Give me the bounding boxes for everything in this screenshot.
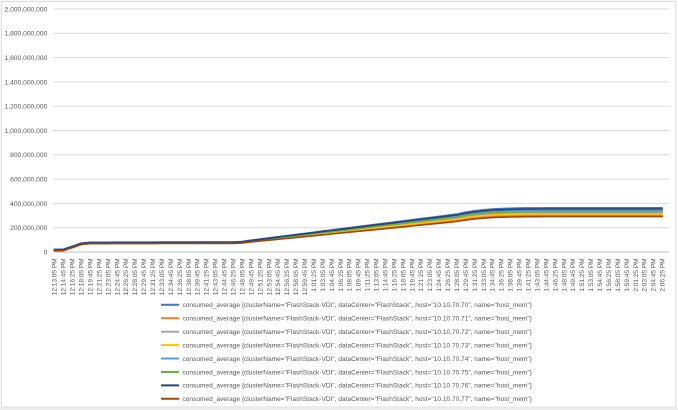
svg-text:consumed_average {clusterName=: consumed_average {clusterName="FlashStac… — [183, 316, 533, 323]
svg-text:800,000,000: 800,000,000 — [10, 152, 47, 159]
svg-text:12:34:45 PM: 12:34:45 PM — [168, 258, 175, 295]
svg-text:0: 0 — [44, 249, 48, 256]
svg-text:12:24:45 PM: 12:24:45 PM — [114, 258, 121, 295]
svg-text:2:04:45 PM: 2:04:45 PM — [651, 258, 658, 291]
svg-text:1,600,000,000: 1,600,000,000 — [5, 55, 48, 62]
svg-text:1:36:25 PM: 1:36:25 PM — [499, 258, 506, 291]
svg-text:12:16:25 PM: 12:16:25 PM — [70, 258, 77, 295]
svg-text:400,000,000: 400,000,000 — [10, 201, 47, 208]
svg-text:12:54:45 PM: 12:54:45 PM — [275, 258, 282, 295]
svg-text:1:49:45 PM: 1:49:45 PM — [570, 258, 577, 291]
svg-text:consumed_average {clusterName=: consumed_average {clusterName="FlashStac… — [183, 383, 533, 390]
svg-text:1:56:25 PM: 1:56:25 PM — [606, 258, 613, 291]
svg-text:12:38:05 PM: 12:38:05 PM — [186, 258, 193, 295]
svg-text:1:06:25 PM: 1:06:25 PM — [338, 258, 345, 291]
svg-text:12:49:45 PM: 12:49:45 PM — [248, 258, 255, 295]
svg-text:12:53:05 PM: 12:53:05 PM — [266, 258, 273, 295]
svg-text:12:48:05 PM: 12:48:05 PM — [239, 258, 246, 295]
svg-text:12:19:45 PM: 12:19:45 PM — [88, 258, 95, 295]
svg-text:12:56:25 PM: 12:56:25 PM — [284, 258, 291, 295]
svg-text:1:38:05 PM: 1:38:05 PM — [508, 258, 515, 291]
svg-text:1:03:05 PM: 1:03:05 PM — [320, 258, 327, 291]
svg-text:600,000,000: 600,000,000 — [10, 177, 47, 184]
svg-text:1,000,000,000: 1,000,000,000 — [5, 128, 48, 135]
svg-text:1:54:45 PM: 1:54:45 PM — [597, 258, 604, 291]
svg-text:12:13:05 PM: 12:13:05 PM — [52, 258, 59, 295]
svg-text:1:11:25 PM: 1:11:25 PM — [365, 258, 372, 291]
svg-text:12:28:05 PM: 12:28:05 PM — [132, 258, 139, 295]
svg-text:1:31:25 PM: 1:31:25 PM — [472, 258, 479, 291]
svg-text:1:18:05 PM: 1:18:05 PM — [400, 258, 407, 291]
svg-text:1:28:05 PM: 1:28:05 PM — [454, 258, 461, 291]
svg-text:1:19:45 PM: 1:19:45 PM — [409, 258, 416, 291]
svg-text:1:51:25 PM: 1:51:25 PM — [579, 258, 586, 291]
svg-text:1:01:25 PM: 1:01:25 PM — [311, 258, 318, 291]
svg-text:12:18:05 PM: 12:18:05 PM — [79, 258, 86, 295]
svg-text:12:26:25 PM: 12:26:25 PM — [123, 258, 130, 295]
svg-text:1:59:45 PM: 1:59:45 PM — [624, 258, 631, 291]
svg-text:12:36:25 PM: 12:36:25 PM — [177, 258, 184, 295]
svg-text:1:13:05 PM: 1:13:05 PM — [374, 258, 381, 291]
svg-text:1:14:45 PM: 1:14:45 PM — [383, 258, 390, 291]
svg-text:consumed_average {clusterName=: consumed_average {clusterName="FlashStac… — [183, 342, 533, 349]
svg-text:1,400,000,000: 1,400,000,000 — [5, 79, 48, 86]
svg-text:1:58:05 PM: 1:58:05 PM — [615, 258, 622, 291]
svg-text:1:26:25 PM: 1:26:25 PM — [445, 258, 452, 291]
svg-text:12:58:05 PM: 12:58:05 PM — [293, 258, 300, 295]
svg-text:1:29:45 PM: 1:29:45 PM — [463, 258, 470, 291]
svg-text:12:51:25 PM: 12:51:25 PM — [257, 258, 264, 295]
svg-text:1:21:25 PM: 1:21:25 PM — [418, 258, 425, 291]
svg-text:1:04:45 PM: 1:04:45 PM — [329, 258, 336, 291]
svg-text:1,200,000,000: 1,200,000,000 — [5, 104, 48, 111]
svg-text:12:46:25 PM: 12:46:25 PM — [231, 258, 238, 295]
svg-text:2:06:25 PM: 2:06:25 PM — [660, 258, 667, 291]
svg-text:12:44:45 PM: 12:44:45 PM — [222, 258, 229, 295]
svg-text:consumed_average {clusterName=: consumed_average {clusterName="FlashStac… — [183, 369, 533, 376]
svg-text:1:53:05 PM: 1:53:05 PM — [588, 258, 595, 291]
svg-text:1:33:05 PM: 1:33:05 PM — [481, 258, 488, 291]
svg-text:1:41:25 PM: 1:41:25 PM — [526, 258, 533, 291]
svg-text:1:34:45 PM: 1:34:45 PM — [490, 258, 497, 291]
svg-text:1,800,000,000: 1,800,000,000 — [5, 31, 48, 38]
svg-text:12:39:45 PM: 12:39:45 PM — [195, 258, 202, 295]
svg-text:1:23:05 PM: 1:23:05 PM — [427, 258, 434, 291]
svg-text:12:59:45 PM: 12:59:45 PM — [302, 258, 309, 295]
svg-text:consumed_average {clusterName=: consumed_average {clusterName="FlashStac… — [183, 302, 533, 309]
svg-text:consumed_average {clusterName=: consumed_average {clusterName="FlashStac… — [183, 356, 533, 363]
svg-text:12:41:25 PM: 12:41:25 PM — [204, 258, 211, 295]
svg-text:1:46:25 PM: 1:46:25 PM — [552, 258, 559, 291]
svg-text:200,000,000: 200,000,000 — [10, 225, 47, 232]
svg-text:1:44:45 PM: 1:44:45 PM — [543, 258, 550, 291]
svg-text:12:43:05 PM: 12:43:05 PM — [213, 258, 220, 295]
svg-text:1:16:25 PM: 1:16:25 PM — [391, 258, 398, 291]
svg-text:consumed_average {clusterName=: consumed_average {clusterName="FlashStac… — [183, 329, 533, 336]
svg-text:2,000,000,000: 2,000,000,000 — [5, 6, 48, 13]
svg-text:1:09:45 PM: 1:09:45 PM — [356, 258, 363, 291]
svg-text:12:33:05 PM: 12:33:05 PM — [159, 258, 166, 295]
svg-text:consumed_average {clusterName=: consumed_average {clusterName="FlashStac… — [183, 396, 533, 403]
svg-text:12:29:45 PM: 12:29:45 PM — [141, 258, 148, 295]
svg-text:2:03:05 PM: 2:03:05 PM — [642, 258, 649, 291]
svg-text:12:21:25 PM: 12:21:25 PM — [96, 258, 103, 295]
svg-text:12:31:25 PM: 12:31:25 PM — [150, 258, 157, 295]
svg-text:1:39:45 PM: 1:39:45 PM — [517, 258, 524, 291]
svg-text:12:14:45 PM: 12:14:45 PM — [61, 258, 68, 295]
svg-text:1:24:45 PM: 1:24:45 PM — [436, 258, 443, 291]
svg-text:1:08:05 PM: 1:08:05 PM — [347, 258, 354, 291]
svg-text:1:43:05 PM: 1:43:05 PM — [534, 258, 541, 291]
svg-text:12:23:05 PM: 12:23:05 PM — [105, 258, 112, 295]
svg-text:1:48:05 PM: 1:48:05 PM — [561, 258, 568, 291]
svg-text:2:01:25 PM: 2:01:25 PM — [633, 258, 640, 291]
